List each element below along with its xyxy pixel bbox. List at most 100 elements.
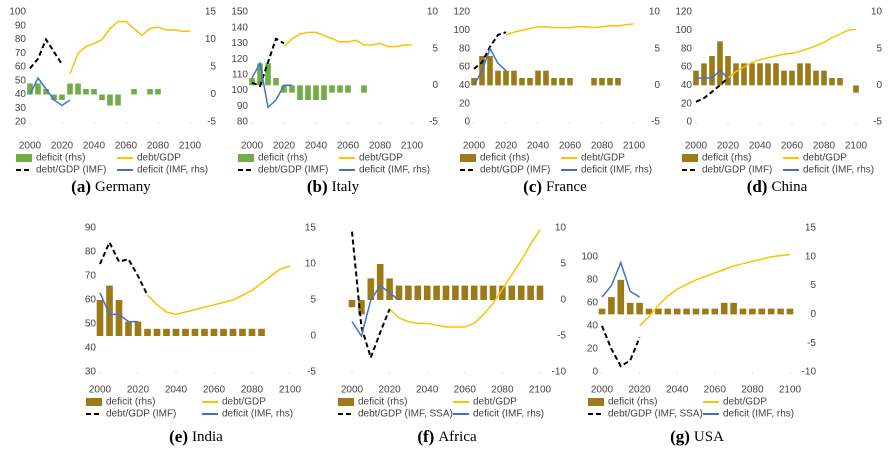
y2-tick-label: -5: [307, 367, 316, 378]
legend-label: deficit (IMF, rhs): [473, 409, 544, 420]
y-tick-label: 20: [15, 117, 27, 128]
bar: [773, 63, 779, 86]
bar: [313, 85, 319, 100]
bar: [220, 328, 227, 336]
bar: [535, 70, 541, 86]
bar: [683, 308, 690, 315]
bar: [96, 300, 104, 336]
y2-tick-label: -10: [552, 367, 567, 378]
y-tick-label: 40: [85, 343, 97, 354]
bar: [297, 85, 303, 100]
bar: [495, 70, 501, 86]
y-tick-label: 120: [231, 54, 248, 65]
caption-letter: (e): [169, 427, 188, 446]
y2-tick-label: 5: [560, 259, 566, 270]
x-tick-label: 2100: [779, 385, 802, 396]
line: [639, 253, 791, 327]
y-tick-label: 60: [587, 298, 599, 309]
caption-name: Italy: [332, 179, 360, 195]
x-tick-label: 2000: [89, 385, 112, 396]
bar: [608, 297, 615, 315]
bar: [348, 300, 356, 308]
caption-letter: (a): [71, 177, 91, 196]
caption: (g) USA: [670, 427, 724, 446]
y-tick-label: 110: [232, 69, 248, 80]
y-tick-label: 130: [231, 38, 248, 49]
bar: [749, 63, 755, 86]
y2-tick-label: 15: [805, 223, 817, 234]
y2-tick-label: 5: [310, 295, 316, 306]
legend-swatch: [588, 398, 604, 406]
line: [696, 69, 729, 79]
y2-tick-label: 5: [810, 280, 816, 291]
bar: [470, 285, 478, 300]
bar: [645, 308, 653, 315]
x-tick-label: 2020: [273, 141, 296, 152]
bar: [265, 63, 271, 86]
bar: [739, 308, 747, 315]
bar: [91, 89, 97, 95]
line: [351, 284, 400, 338]
y-tick-label: 80: [85, 247, 97, 258]
bar: [758, 308, 766, 315]
bar: [786, 308, 794, 315]
y-tick-label: 60: [459, 62, 471, 73]
legend-label: deficit (rhs): [258, 153, 307, 164]
line: [601, 260, 640, 298]
caption-letter: (c): [523, 177, 542, 196]
x-tick-label: 2040: [305, 141, 328, 152]
y2-tick-label: 5: [432, 43, 438, 54]
bar: [106, 285, 113, 336]
x-tick-label: 2100: [529, 385, 552, 396]
y2-tick-label: 10: [805, 251, 817, 262]
bar: [273, 78, 279, 86]
bar: [607, 78, 613, 86]
y-tick-label: 100: [9, 7, 26, 18]
bar: [503, 70, 509, 86]
bar: [489, 285, 497, 300]
bar: [813, 70, 819, 86]
legend-label: deficit (rhs): [106, 397, 155, 408]
y2-tick-label: 10: [205, 34, 217, 45]
bar: [376, 264, 384, 300]
y2-tick-label: 15: [205, 7, 217, 18]
legend-swatch: [16, 154, 32, 162]
y2-tick-label: 5: [876, 43, 882, 54]
legend-label: deficit (rhs): [480, 153, 529, 164]
bar: [153, 328, 161, 336]
x-tick-label: 2040: [83, 141, 106, 152]
y-tick-label: 80: [237, 117, 249, 128]
x-tick-label: 2000: [685, 141, 708, 152]
y2-tick-label: 0: [876, 80, 882, 91]
y-tick-label: 80: [587, 274, 599, 285]
y-tick-label: 20: [681, 98, 693, 109]
caption-name: USA: [694, 429, 724, 445]
bar: [536, 285, 544, 300]
bar: [155, 89, 161, 95]
bar: [717, 41, 723, 86]
caption: (d) China: [747, 177, 808, 196]
bar: [837, 78, 843, 86]
bar: [692, 308, 700, 315]
bar: [83, 89, 89, 95]
legend-swatch: [460, 154, 476, 162]
legend-label: deficit (IMF, rhs): [803, 165, 874, 176]
y-tick-label: 150: [231, 7, 248, 18]
bar: [471, 78, 477, 86]
caption: (a) Germany: [71, 177, 151, 196]
bar: [617, 279, 625, 315]
y2-tick-label: 0: [310, 331, 316, 342]
bar: [517, 285, 525, 300]
y-tick-label: 20: [459, 98, 471, 109]
bar: [551, 78, 557, 86]
x-tick-label: 2080: [491, 385, 514, 396]
line: [251, 61, 292, 109]
bar: [711, 308, 719, 315]
x-tick-label: 2100: [279, 385, 302, 396]
bar: [673, 308, 681, 315]
caption-letter: (f): [417, 427, 434, 446]
y-tick-label: 30: [85, 367, 97, 378]
x-tick-label: 2020: [378, 385, 401, 396]
x-tick-label: 2080: [741, 385, 764, 396]
